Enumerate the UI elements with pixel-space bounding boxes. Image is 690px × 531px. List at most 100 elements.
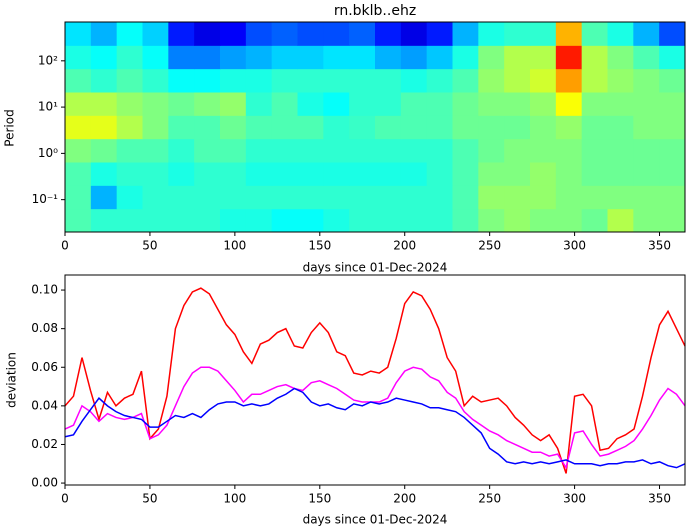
heatmap-cell — [220, 185, 247, 210]
heatmap-cell — [659, 138, 686, 163]
heatmap-cell — [116, 92, 143, 116]
heatmap-cell — [116, 162, 143, 186]
heatmap-cell — [297, 185, 324, 210]
heatmap-cell — [323, 68, 350, 93]
heatmap-cell — [168, 22, 195, 46]
heatmap-cell — [323, 185, 350, 210]
heatmap-cell — [478, 162, 505, 186]
heatmap-cell — [90, 115, 118, 140]
heatmap-cell — [426, 115, 453, 140]
heatmap-cell — [220, 115, 247, 140]
heatmap-cell — [400, 162, 428, 186]
heatmap-cell — [168, 115, 195, 140]
heatmap-cell — [478, 92, 505, 116]
heatmap-cell — [65, 138, 92, 163]
heatmap-cell — [555, 138, 583, 163]
heatmap-cell — [581, 138, 608, 163]
heatmap-cell — [581, 22, 608, 46]
x-tick-label: 300 — [563, 239, 586, 253]
x-tick-label: 50 — [142, 239, 157, 253]
heatmap-cell — [478, 138, 505, 163]
heatmap-cell — [194, 45, 221, 70]
heatmap-cell — [530, 92, 557, 116]
heatmap-cell — [90, 45, 118, 70]
heatmap-cell — [220, 92, 247, 116]
x-tick-label: 250 — [478, 239, 501, 253]
heatmap-cell — [400, 138, 428, 163]
heatmap-cell — [452, 92, 479, 116]
heatmap-cell — [452, 22, 479, 46]
heatmap-cell — [426, 208, 453, 233]
heatmap-cell — [90, 68, 118, 93]
heatmap-cell — [297, 208, 324, 233]
heatmap-cell — [581, 92, 608, 116]
chart-title: rn.bklb..ehz — [334, 3, 416, 19]
x-axis-label: days since 01-Dec-2024 — [303, 261, 448, 275]
heatmap-cell — [400, 22, 428, 46]
heatmap-cell — [245, 208, 273, 233]
heatmap-cell — [168, 138, 195, 163]
heatmap-cell — [142, 92, 169, 116]
heatmap-cell — [116, 45, 143, 70]
heatmap-cell — [65, 92, 92, 116]
heatmap-cell — [555, 162, 583, 186]
heatmap-cell — [271, 92, 298, 116]
heatmap-cell — [607, 162, 634, 186]
heatmap-cell — [194, 162, 221, 186]
heatmap-cell — [504, 92, 531, 116]
y-tick-label: 10¹ — [38, 100, 58, 114]
heatmap-cell — [633, 115, 660, 140]
heatmap-cell — [142, 45, 169, 70]
heatmap-cell — [220, 68, 247, 93]
heatmap-cell — [220, 22, 247, 46]
heatmap-cell — [426, 185, 453, 210]
heatmap-cell — [168, 185, 195, 210]
heatmap-cell — [555, 185, 583, 210]
heatmap-cell — [375, 208, 402, 233]
heatmap-cell — [400, 92, 428, 116]
heatmap-cell — [297, 138, 324, 163]
heatmap-cell — [65, 162, 92, 186]
heatmap-cell — [90, 185, 118, 210]
heatmap-cell — [116, 22, 143, 46]
heatmap-cell — [530, 115, 557, 140]
heatmap-cell — [375, 68, 402, 93]
x-tick-label: 100 — [223, 239, 246, 253]
heatmap-cell — [555, 45, 583, 70]
heatmap-cell — [607, 185, 634, 210]
heatmap-cell — [168, 162, 195, 186]
heatmap-cell — [530, 162, 557, 186]
heatmap-cell — [478, 45, 505, 70]
y-tick-label: 0.08 — [31, 321, 58, 335]
x-tick-label: 0 — [61, 239, 69, 253]
heatmap-cell — [555, 208, 583, 233]
heatmap-cell — [607, 22, 634, 46]
heatmap-cell — [659, 115, 686, 140]
heatmap-cell — [297, 92, 324, 116]
y-tick-label: 10⁻¹ — [32, 192, 59, 206]
heatmap-cell — [581, 185, 608, 210]
heatmap-cell — [633, 208, 660, 233]
heatmap-cell — [271, 45, 298, 70]
heatmap-cell — [116, 115, 143, 140]
y-tick-label: 0.02 — [31, 437, 58, 451]
heatmap-cell — [426, 92, 453, 116]
heatmap-cell — [452, 45, 479, 70]
heatmap-cell — [633, 185, 660, 210]
heatmap-cell — [530, 208, 557, 233]
heatmap-cell — [530, 138, 557, 163]
heatmap-cell — [375, 162, 402, 186]
heatmap-cell — [581, 208, 608, 233]
y-axis-label: Period — [3, 109, 17, 146]
heatmap-cell — [271, 185, 298, 210]
y-tick-label: 0.04 — [31, 398, 58, 412]
heatmap-cell — [245, 138, 273, 163]
x-tick-label: 200 — [393, 239, 416, 253]
heatmap-cell — [245, 185, 273, 210]
heatmap-cell — [659, 68, 686, 93]
heatmap-cell — [142, 138, 169, 163]
heatmap-cell — [633, 92, 660, 116]
y-tick-label: 0.10 — [31, 283, 58, 297]
heatmap-cell — [323, 45, 350, 70]
